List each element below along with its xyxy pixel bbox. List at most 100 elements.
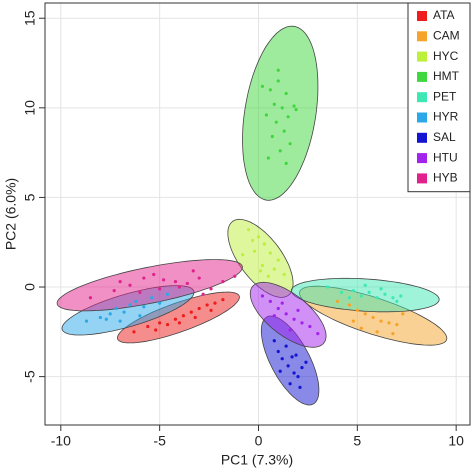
- point: [280, 357, 284, 361]
- point: [98, 315, 102, 320]
- point: [158, 301, 162, 305]
- point: [294, 108, 298, 112]
- point: [288, 328, 292, 332]
- point: [266, 156, 270, 160]
- legend-swatch: [417, 71, 427, 82]
- point: [104, 317, 108, 321]
- point: [150, 296, 154, 300]
- point: [262, 242, 267, 246]
- point: [177, 285, 182, 289]
- point: [363, 283, 367, 287]
- point: [138, 290, 142, 294]
- x-tick-label: 0: [255, 433, 263, 449]
- point: [173, 317, 178, 321]
- point: [391, 332, 395, 336]
- point: [335, 299, 340, 303]
- point: [379, 319, 383, 323]
- point: [395, 323, 399, 327]
- legend-label: HTU: [433, 150, 458, 164]
- legend-label: HYB: [433, 171, 458, 185]
- point: [284, 161, 288, 165]
- point: [118, 319, 122, 323]
- point: [209, 308, 213, 312]
- point: [197, 276, 201, 280]
- point: [383, 292, 387, 296]
- point: [252, 249, 257, 253]
- y-tick-label: 10: [22, 100, 38, 116]
- point: [359, 294, 363, 298]
- point: [292, 104, 296, 108]
- point: [213, 301, 217, 305]
- point: [250, 238, 255, 243]
- point: [209, 287, 213, 291]
- ellipse: [56, 259, 243, 312]
- point: [142, 305, 146, 309]
- point: [363, 312, 367, 316]
- point: [128, 303, 132, 307]
- y-tick-label: 5: [22, 193, 38, 201]
- point: [138, 314, 142, 318]
- point: [260, 294, 265, 298]
- point: [272, 267, 276, 271]
- point: [241, 253, 245, 257]
- point: [288, 142, 292, 146]
- x-tick-label: 10: [448, 433, 464, 449]
- point: [268, 251, 272, 255]
- point: [146, 324, 150, 329]
- legend-swatch: [417, 11, 427, 21]
- x-tick-label: -10: [51, 433, 71, 449]
- point: [134, 299, 138, 303]
- point: [258, 269, 263, 273]
- point: [339, 290, 344, 294]
- point: [270, 134, 274, 139]
- point: [351, 319, 355, 323]
- legend-label: HYC: [433, 49, 459, 63]
- point: [282, 129, 286, 133]
- point: [276, 258, 280, 262]
- point: [197, 306, 201, 311]
- point: [288, 382, 292, 386]
- legend-label: CAM: [433, 28, 460, 42]
- point: [185, 281, 189, 286]
- point: [158, 287, 162, 291]
- point: [347, 303, 352, 307]
- point: [379, 287, 383, 291]
- point: [272, 102, 276, 106]
- legend-label: ATA: [433, 8, 455, 22]
- legend-swatch: [417, 173, 427, 184]
- point: [264, 113, 268, 117]
- point: [158, 321, 162, 325]
- point: [286, 115, 290, 119]
- point: [387, 321, 391, 325]
- ellipse: [249, 281, 327, 348]
- y-tick-label: -5: [22, 370, 38, 383]
- point: [201, 292, 205, 296]
- point: [359, 326, 363, 330]
- point: [114, 306, 118, 311]
- point: [276, 349, 280, 354]
- point: [191, 269, 195, 273]
- point: [118, 280, 122, 284]
- point: [284, 344, 288, 348]
- point: [290, 355, 294, 359]
- point: [221, 297, 225, 302]
- point: [276, 306, 280, 311]
- point: [142, 276, 146, 280]
- point: [395, 299, 399, 303]
- point: [260, 84, 265, 88]
- point: [347, 296, 352, 300]
- point: [401, 312, 405, 316]
- point: [351, 289, 355, 293]
- point: [173, 280, 178, 284]
- point: [355, 308, 359, 312]
- x-axis-title: PC1 (7.3%): [221, 452, 293, 468]
- point: [282, 272, 286, 277]
- legend-swatch: [417, 31, 427, 42]
- point: [260, 263, 265, 268]
- point: [371, 315, 375, 320]
- plot-frame: [44, 2, 471, 426]
- point: [316, 332, 320, 336]
- point: [189, 310, 193, 314]
- point: [128, 283, 132, 287]
